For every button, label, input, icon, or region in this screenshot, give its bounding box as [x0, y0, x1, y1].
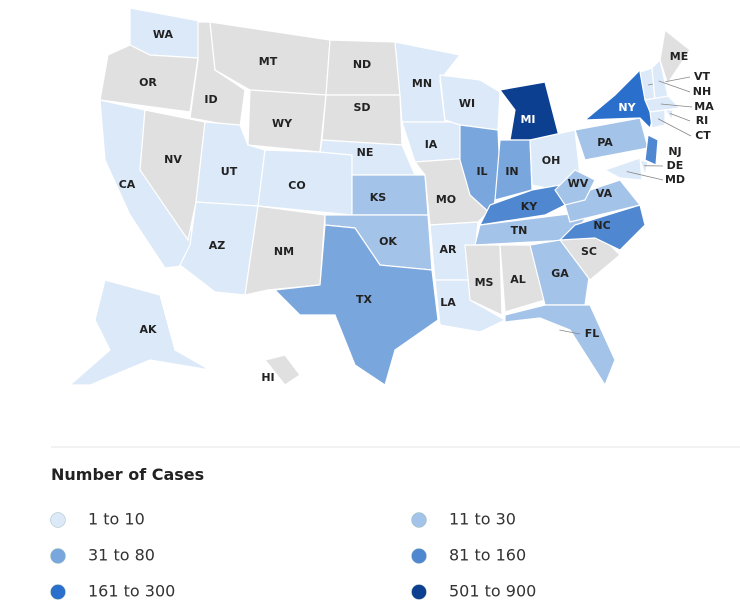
state-label: SD: [353, 101, 370, 114]
state-label: LA: [440, 296, 456, 309]
state-label: NC: [593, 219, 610, 232]
legend-label: 31 to 80: [88, 546, 155, 565]
state-label: ID: [204, 93, 217, 106]
state-label: AR: [440, 243, 458, 256]
state-label: AL: [510, 273, 526, 286]
state-label: SC: [581, 245, 597, 258]
state-label: FL: [585, 327, 600, 340]
state-label: NH: [693, 85, 711, 98]
leader-line: [660, 103, 693, 108]
legend-label: 81 to 160: [449, 546, 526, 565]
legend-swatch: [50, 584, 66, 600]
state-label: MI: [520, 113, 535, 126]
state-label: HI: [261, 371, 274, 384]
legend-label: 501 to 900: [449, 582, 536, 601]
state-label: RI: [696, 114, 709, 127]
legend-swatch: [50, 512, 66, 528]
state: [663, 109, 674, 122]
state-label: WV: [568, 177, 589, 190]
state-label: MN: [412, 77, 432, 90]
state-label: MS: [475, 276, 494, 289]
legend-swatch: [411, 512, 427, 528]
state: [504, 304, 616, 387]
state-label: UT: [221, 165, 238, 178]
leader-line: [626, 171, 664, 181]
leader-line: [657, 118, 692, 137]
state-label: DE: [667, 159, 684, 172]
state-label: PA: [597, 136, 613, 149]
state-label: WI: [459, 97, 475, 110]
legend-swatch: [411, 584, 427, 600]
legend-title: Number of Cases: [51, 465, 204, 484]
state-label: CO: [288, 179, 305, 192]
leader-line: [559, 329, 581, 335]
leader-line: [658, 80, 691, 93]
state-label: WA: [153, 28, 174, 41]
state: [351, 174, 429, 216]
state: [139, 109, 206, 242]
state-label: NY: [618, 101, 636, 114]
state-label: ND: [353, 58, 371, 71]
state: [639, 159, 649, 178]
state-label: NM: [274, 245, 294, 258]
state-label: IA: [425, 138, 438, 151]
state-label: WY: [272, 117, 293, 130]
state-label: CT: [695, 129, 711, 142]
state-label: NV: [164, 153, 182, 166]
state-label: GA: [551, 267, 569, 280]
state: [68, 279, 211, 386]
state-label: OH: [542, 154, 561, 167]
state: [659, 28, 691, 87]
state-label: CA: [119, 178, 136, 191]
state-label: VT: [694, 70, 711, 83]
state: [644, 134, 659, 166]
legend-swatch: [411, 548, 427, 564]
state: [464, 244, 503, 316]
state-label: VA: [596, 187, 613, 200]
state-label: OR: [139, 76, 157, 89]
state: [554, 169, 596, 206]
state-label: OK: [379, 235, 397, 248]
state-label: AZ: [209, 239, 226, 252]
state-label: MO: [436, 193, 456, 206]
legend-label: 1 to 10: [88, 510, 145, 529]
legend-label: 11 to 30: [449, 510, 516, 529]
state-label: TN: [511, 224, 528, 237]
state-label: MT: [259, 55, 278, 68]
state-label: MA: [694, 100, 714, 113]
state-label: NE: [357, 146, 374, 159]
state: [273, 224, 439, 386]
legend-swatch: [50, 548, 66, 564]
state-label: AK: [139, 323, 157, 336]
state-label: MD: [665, 173, 685, 186]
state-label: NJ: [668, 145, 681, 158]
state-label: TX: [356, 293, 373, 306]
state-label: IN: [505, 165, 518, 178]
state-label: KY: [521, 200, 539, 213]
state: [603, 157, 643, 181]
state: [649, 109, 666, 129]
state: [263, 354, 301, 386]
state-label: KS: [370, 191, 387, 204]
state-label: ME: [670, 50, 688, 63]
leader-line: [669, 112, 691, 122]
state: [498, 81, 561, 141]
state-label: IL: [476, 165, 487, 178]
legend-label: 161 to 300: [88, 582, 175, 601]
